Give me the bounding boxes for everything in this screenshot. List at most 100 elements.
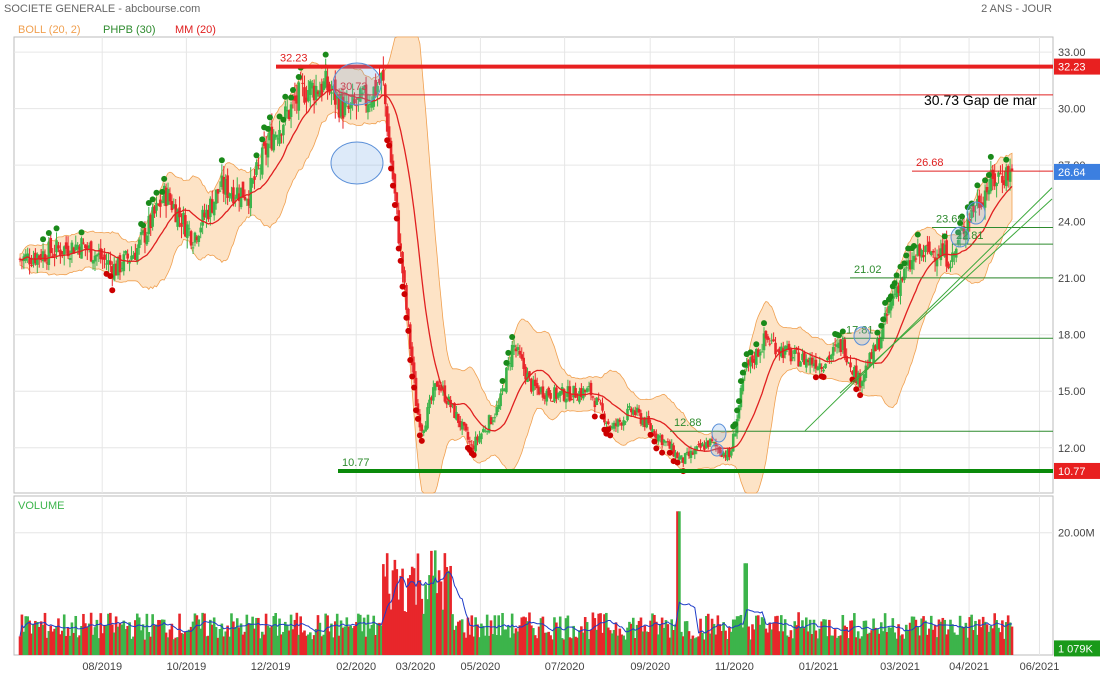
candle-body (64, 242, 68, 249)
phpb-low-dot (389, 182, 396, 189)
volume-bar (197, 619, 201, 655)
candle-body (739, 387, 743, 408)
volume-bar (889, 627, 893, 655)
volume-bar (370, 624, 374, 655)
volume-bar (753, 629, 756, 655)
volume-bar (914, 619, 918, 655)
volume-bar (358, 614, 362, 655)
level-label-22.81: 22.81 (956, 230, 984, 242)
volume-bar (537, 626, 541, 655)
volume-bar (105, 625, 108, 655)
volume-bar (970, 614, 973, 655)
candle-body (472, 445, 476, 450)
candle-body (508, 362, 512, 364)
volume-bar (228, 636, 231, 655)
volume-bar (353, 625, 356, 655)
volume-bar (433, 550, 437, 655)
volume-bar (224, 631, 228, 655)
candle-body (806, 360, 810, 363)
volume-bar (574, 636, 577, 655)
candle-body (766, 336, 770, 340)
candle-body (245, 199, 249, 201)
candle-body (751, 355, 754, 363)
volume-bar (297, 634, 301, 655)
volume-bar (556, 627, 560, 655)
candle-body (999, 173, 1002, 175)
candle-body (439, 387, 443, 391)
candle-body (733, 433, 737, 437)
volume-bar (172, 639, 176, 655)
volume-bar (705, 615, 708, 655)
volume-bar (547, 631, 550, 655)
candle-body (247, 198, 251, 206)
volume-bar (34, 620, 37, 655)
gap-circle (853, 326, 871, 346)
candle-body (480, 433, 483, 440)
volume-bar (635, 624, 639, 655)
volume-bar (530, 625, 533, 655)
volume-bar (839, 635, 843, 655)
volume-bar (912, 616, 916, 655)
volume-bar (260, 631, 264, 655)
phpb-high-dot (957, 220, 964, 227)
candle-body (195, 236, 199, 241)
phpb-low-dot (607, 432, 614, 439)
candle-body (28, 258, 31, 265)
candle-body (874, 345, 877, 352)
candle-body (184, 215, 187, 237)
candle-body (255, 162, 258, 175)
candle-body (670, 443, 674, 452)
candle-body (109, 260, 112, 265)
chart-title: SOCIETE GENERALE - abcbourse.com (4, 3, 201, 15)
candle-body (260, 147, 264, 175)
phpb-low-dot (409, 373, 416, 380)
volume-bar (849, 620, 852, 655)
volume-bar (903, 638, 906, 655)
volume-bar (51, 631, 54, 655)
volume-bar (343, 626, 347, 655)
volume-bar (520, 617, 524, 655)
candle-body (997, 172, 1000, 177)
volume-bar (85, 626, 89, 655)
volume-bar (512, 633, 516, 655)
volume-bar (737, 616, 741, 655)
phpb-high-dot (910, 242, 917, 249)
volume-bar (522, 616, 525, 655)
volume-bar (799, 627, 802, 655)
volume-bar (879, 622, 883, 655)
phpb-low-dot (414, 415, 421, 422)
candle-body (270, 126, 274, 150)
volume-bar (778, 631, 781, 655)
candle-body (39, 253, 43, 261)
candle-body (826, 357, 829, 361)
volume-bar (210, 624, 214, 655)
candle-body (57, 245, 60, 249)
volume-bar (622, 635, 625, 655)
volume-bar (541, 616, 545, 655)
volume-bar (691, 635, 695, 655)
y-tick-label: 15.00 (1058, 386, 1086, 398)
phpb-high-dot (218, 157, 225, 164)
candle-body (437, 384, 441, 391)
volume-bar (493, 615, 497, 655)
candle-body (697, 444, 700, 446)
candle-body (268, 130, 272, 141)
candle-body (328, 84, 331, 93)
phpb-low-dot (418, 437, 425, 444)
volume-bar (443, 553, 447, 655)
volume-bar (389, 609, 393, 655)
candle-body (491, 420, 495, 422)
y-tick-label: 18.00 (1058, 330, 1086, 342)
candle-body (801, 353, 804, 361)
candle-body (528, 371, 531, 377)
phpb-high-dot (732, 421, 739, 428)
volume-bar (499, 635, 502, 655)
x-tick-label: 02/2020 (336, 661, 376, 673)
volume-bar (1004, 622, 1008, 655)
volume-bar (453, 629, 456, 655)
volume-bar (676, 511, 679, 655)
volume-bar (966, 637, 970, 655)
volume-bar (149, 636, 153, 655)
volume-bar (45, 637, 49, 655)
volume-bar (422, 613, 426, 655)
